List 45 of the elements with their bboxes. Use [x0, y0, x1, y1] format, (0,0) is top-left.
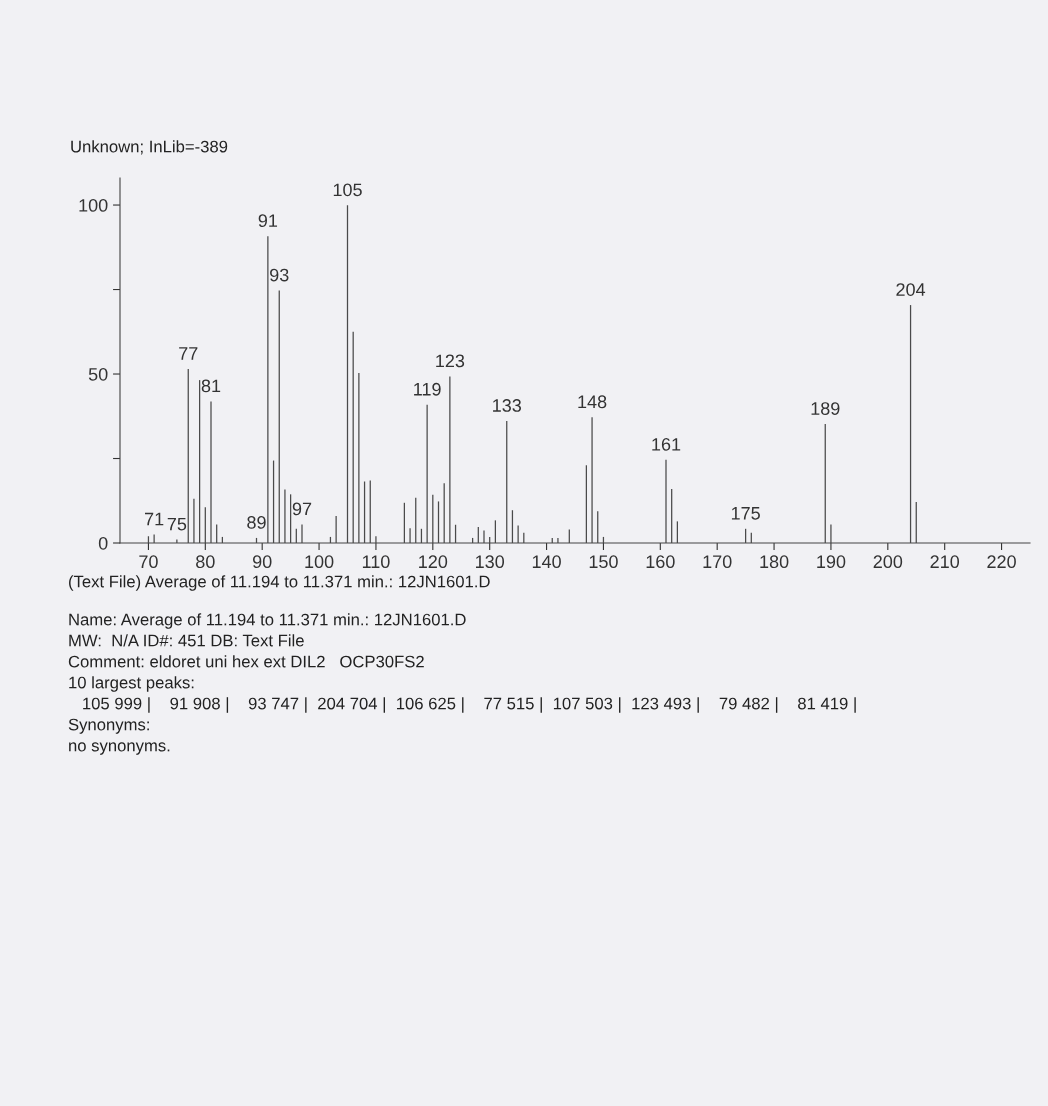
annotation: 175	[731, 507, 760, 520]
annotation: 91	[258, 214, 278, 228]
x-tick-label: 220	[987, 555, 1016, 569]
x-tick-label: 100	[305, 555, 334, 569]
annotation: 75	[167, 517, 187, 531]
x-tick-label: 200	[873, 555, 903, 569]
x-tick-label: 70	[139, 555, 158, 569]
x-tick-label: 110	[362, 555, 390, 569]
text: Comment: eldoret uni hex ext DIL2 OCP30FS2	[68, 655, 424, 668]
text: 10 largest peaks:	[69, 676, 194, 692]
x-tick-label: 80	[196, 555, 215, 569]
x-tick-label: 140	[532, 555, 561, 569]
text: 105 999 | 91 908 | 93 747 | 204 704 | 106 625 | 77 515 | 107 503 | 123 493 | 79 482 | 81 419 |	[83, 697, 856, 713]
text: Synonyms:	[68, 718, 149, 734]
annotation: 133	[493, 399, 522, 412]
annotation: 105	[333, 183, 362, 197]
annotation: 123	[436, 354, 465, 368]
x-tick-label: 160	[646, 555, 675, 569]
text: Name: Average of 11.194 to 11.371 min.: 12JN1601.D	[69, 613, 466, 629]
annotation: 148	[578, 395, 607, 409]
annotation: 77	[179, 347, 198, 360]
annotation: 89	[247, 516, 266, 529]
y-tick-label: 100	[79, 198, 108, 212]
text: (Text File) Average of 11.194 to 11.371 min.: 12JN1601.D	[69, 575, 490, 591]
chart-title: Unknown; InLib=-389	[71, 140, 228, 155]
x-tick-label: 180	[760, 555, 789, 569]
annotation: 81	[201, 379, 221, 393]
annotation: 204	[896, 283, 926, 296]
annotation: 93	[270, 268, 289, 282]
x-tick-label: 210	[930, 555, 960, 569]
annotation: 97	[292, 502, 312, 516]
y-tick-label: 50	[88, 367, 108, 381]
x-tick-label: 190	[817, 555, 846, 569]
text: MW: N/A ID#: 451 DB: Text File	[69, 634, 304, 647]
annotation: 71	[145, 512, 164, 526]
x-tick-label: 150	[589, 555, 618, 569]
x-tick-label: 170	[703, 555, 732, 569]
x-tick-label: 120	[419, 555, 448, 569]
y-tick-label: 0	[98, 536, 108, 550]
annotation: 119	[414, 382, 441, 396]
x-tick-label: 130	[476, 555, 505, 569]
x-tick-label: 90	[252, 555, 272, 569]
text: no synonyms.	[69, 742, 170, 755]
annotation: 161	[652, 437, 681, 451]
annotation: 189	[811, 402, 840, 415]
